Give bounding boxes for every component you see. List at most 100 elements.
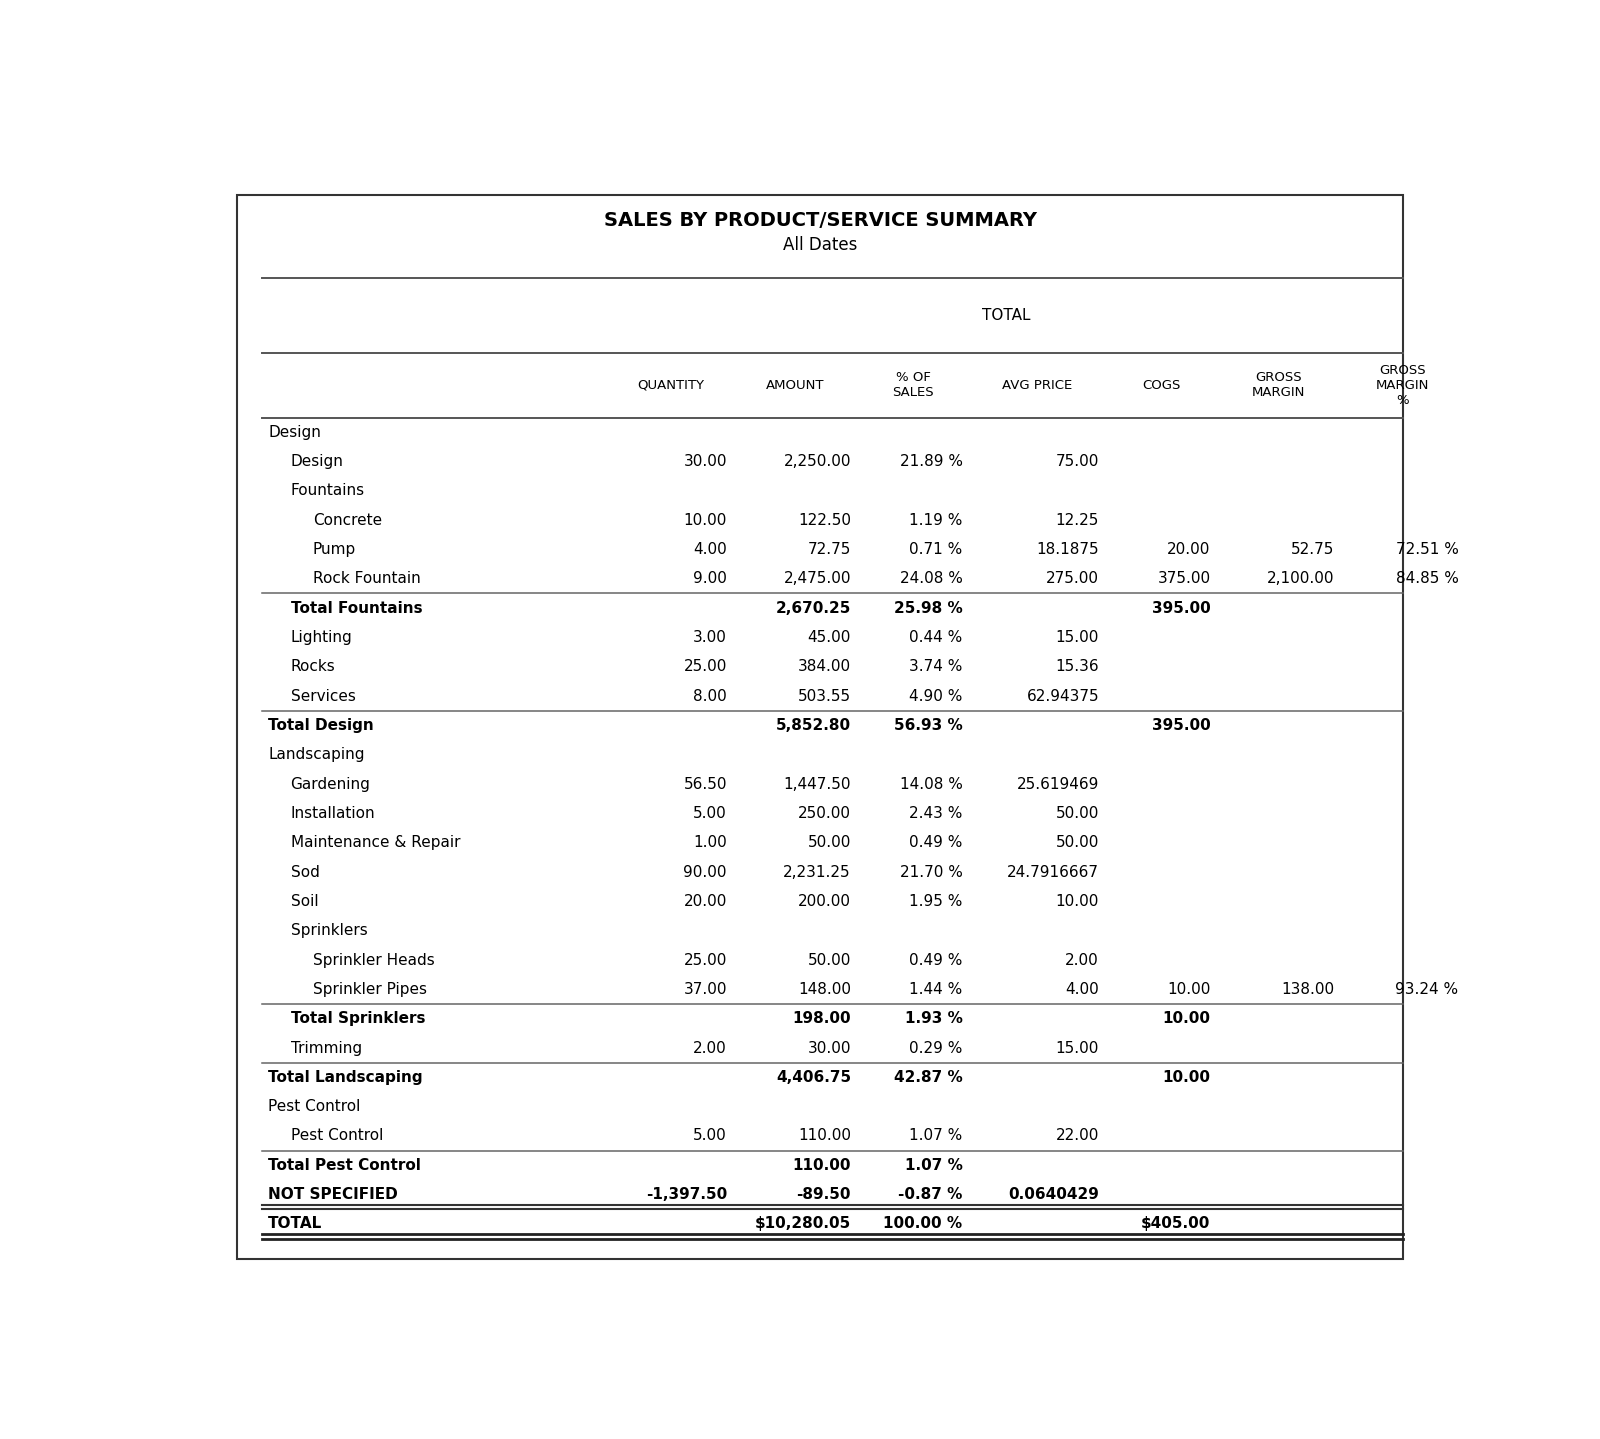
Text: 30.00: 30.00 xyxy=(808,1040,851,1055)
Text: GROSS
MARGIN: GROSS MARGIN xyxy=(1253,371,1306,400)
Text: -1,397.50: -1,397.50 xyxy=(646,1187,726,1202)
Text: 1,447.50: 1,447.50 xyxy=(784,777,851,791)
Text: 100.00 %: 100.00 % xyxy=(883,1216,963,1232)
Text: 5,852.80: 5,852.80 xyxy=(776,718,851,732)
Text: 10.00: 10.00 xyxy=(1163,1012,1211,1026)
Text: 2.00: 2.00 xyxy=(693,1040,726,1055)
Text: COGS: COGS xyxy=(1142,378,1181,391)
Text: Maintenance & Repair: Maintenance & Repair xyxy=(291,835,461,850)
Text: 110.00: 110.00 xyxy=(798,1128,851,1144)
Text: Installation: Installation xyxy=(291,806,374,820)
Text: 90.00: 90.00 xyxy=(683,865,726,879)
Text: 275.00: 275.00 xyxy=(1046,571,1099,586)
Text: 25.619469: 25.619469 xyxy=(1016,777,1099,791)
Text: 2,670.25: 2,670.25 xyxy=(776,600,851,616)
Text: 93.24 %: 93.24 % xyxy=(1395,981,1459,997)
Text: NOT SPECIFIED: NOT SPECIFIED xyxy=(269,1187,398,1202)
Text: 50.00: 50.00 xyxy=(1056,806,1099,820)
Text: 20.00: 20.00 xyxy=(683,894,726,909)
Text: 50.00: 50.00 xyxy=(808,835,851,850)
Text: 72.51 %: 72.51 % xyxy=(1395,543,1459,557)
Text: 25.00: 25.00 xyxy=(683,953,726,967)
Text: TOTAL: TOTAL xyxy=(982,308,1030,324)
Text: 10.00: 10.00 xyxy=(1056,894,1099,909)
Text: 30.00: 30.00 xyxy=(683,455,726,469)
Text: Sprinklers: Sprinklers xyxy=(291,924,368,938)
Text: Design: Design xyxy=(291,455,344,469)
Text: TOTAL: TOTAL xyxy=(269,1216,323,1232)
Text: 5.00: 5.00 xyxy=(693,806,726,820)
Text: 503.55: 503.55 xyxy=(798,689,851,704)
Text: Rock Fountain: Rock Fountain xyxy=(314,571,421,586)
Text: 8.00: 8.00 xyxy=(693,689,726,704)
Text: 198.00: 198.00 xyxy=(792,1012,851,1026)
Text: 1.07 %: 1.07 % xyxy=(909,1128,963,1144)
Text: Sod: Sod xyxy=(291,865,320,879)
Text: 395.00: 395.00 xyxy=(1152,718,1211,732)
Text: 122.50: 122.50 xyxy=(798,512,851,528)
Text: 10.00: 10.00 xyxy=(683,512,726,528)
Text: GROSS
MARGIN
%: GROSS MARGIN % xyxy=(1376,364,1429,407)
Text: AVG PRICE: AVG PRICE xyxy=(1002,378,1072,391)
Text: 1.93 %: 1.93 % xyxy=(904,1012,963,1026)
Text: Total Landscaping: Total Landscaping xyxy=(269,1069,422,1085)
Text: Trimming: Trimming xyxy=(291,1040,362,1055)
Text: 2,100.00: 2,100.00 xyxy=(1267,571,1334,586)
Text: 3.74 %: 3.74 % xyxy=(909,659,963,675)
Text: 45.00: 45.00 xyxy=(808,630,851,645)
Text: 4.90 %: 4.90 % xyxy=(909,689,963,704)
Text: 15.00: 15.00 xyxy=(1056,1040,1099,1055)
Text: 0.44 %: 0.44 % xyxy=(909,630,963,645)
Text: 84.85 %: 84.85 % xyxy=(1395,571,1459,586)
Text: Pest Control: Pest Control xyxy=(291,1128,382,1144)
Text: 52.75: 52.75 xyxy=(1291,543,1334,557)
Text: -89.50: -89.50 xyxy=(797,1187,851,1202)
Text: -0.87 %: -0.87 % xyxy=(898,1187,963,1202)
Text: 21.89 %: 21.89 % xyxy=(899,455,963,469)
Text: 148.00: 148.00 xyxy=(798,981,851,997)
Text: 56.50: 56.50 xyxy=(683,777,726,791)
Text: QUANTITY: QUANTITY xyxy=(638,378,704,391)
Text: % OF
SALES: % OF SALES xyxy=(893,371,934,400)
Text: 10.00: 10.00 xyxy=(1163,1069,1211,1085)
Text: 5.00: 5.00 xyxy=(693,1128,726,1144)
Text: 1.44 %: 1.44 % xyxy=(909,981,963,997)
Text: Total Design: Total Design xyxy=(269,718,374,732)
Text: 0.0640429: 0.0640429 xyxy=(1008,1187,1099,1202)
Text: $405.00: $405.00 xyxy=(1141,1216,1211,1232)
Text: 2,250.00: 2,250.00 xyxy=(784,455,851,469)
Text: Total Sprinklers: Total Sprinklers xyxy=(291,1012,426,1026)
Text: Services: Services xyxy=(291,689,355,704)
Text: 62.94375: 62.94375 xyxy=(1026,689,1099,704)
Text: 24.7916667: 24.7916667 xyxy=(1006,865,1099,879)
Text: Gardening: Gardening xyxy=(291,777,370,791)
Text: 22.00: 22.00 xyxy=(1056,1128,1099,1144)
Text: 25.00: 25.00 xyxy=(683,659,726,675)
Text: AMOUNT: AMOUNT xyxy=(766,378,824,391)
Text: 24.08 %: 24.08 % xyxy=(899,571,963,586)
Text: 1.07 %: 1.07 % xyxy=(904,1158,963,1173)
Text: Design: Design xyxy=(269,425,322,440)
Text: 1.19 %: 1.19 % xyxy=(909,512,963,528)
Text: 0.29 %: 0.29 % xyxy=(909,1040,963,1055)
Text: 12.25: 12.25 xyxy=(1056,512,1099,528)
Text: 110.00: 110.00 xyxy=(792,1158,851,1173)
Text: Landscaping: Landscaping xyxy=(269,747,365,763)
Text: 18.1875: 18.1875 xyxy=(1037,543,1099,557)
Text: All Dates: All Dates xyxy=(782,236,858,253)
Text: 75.00: 75.00 xyxy=(1056,455,1099,469)
Text: 4,406.75: 4,406.75 xyxy=(776,1069,851,1085)
Text: 50.00: 50.00 xyxy=(1056,835,1099,850)
Text: 15.36: 15.36 xyxy=(1056,659,1099,675)
Text: Sprinkler Pipes: Sprinkler Pipes xyxy=(314,981,427,997)
Text: 1.95 %: 1.95 % xyxy=(909,894,963,909)
Text: Total Fountains: Total Fountains xyxy=(291,600,422,616)
Text: Pest Control: Pest Control xyxy=(269,1099,360,1114)
Text: 2,475.00: 2,475.00 xyxy=(784,571,851,586)
Text: 0.49 %: 0.49 % xyxy=(909,953,963,967)
Text: 9.00: 9.00 xyxy=(693,571,726,586)
Text: 1.00: 1.00 xyxy=(693,835,726,850)
Text: SALES BY PRODUCT/SERVICE SUMMARY: SALES BY PRODUCT/SERVICE SUMMARY xyxy=(603,212,1037,230)
Text: Concrete: Concrete xyxy=(314,512,382,528)
Text: Rocks: Rocks xyxy=(291,659,336,675)
